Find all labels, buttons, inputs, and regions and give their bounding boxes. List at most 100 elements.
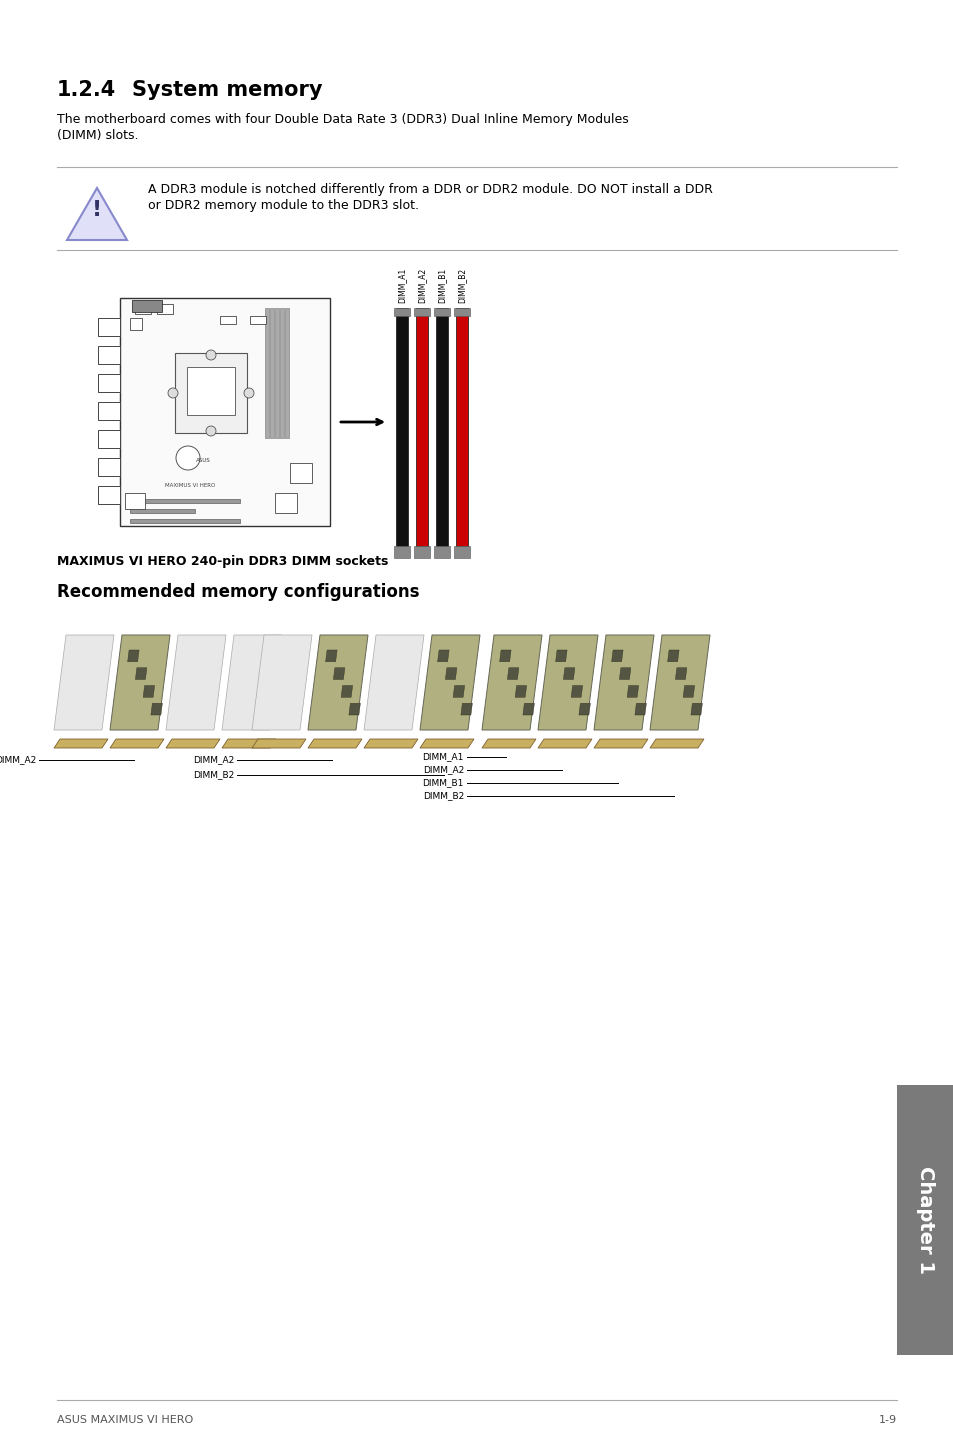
- Bar: [416, 308, 428, 546]
- Bar: [130, 499, 240, 503]
- Circle shape: [168, 388, 178, 398]
- Polygon shape: [635, 703, 646, 715]
- Bar: [395, 308, 408, 546]
- Bar: [250, 316, 266, 324]
- Polygon shape: [522, 703, 534, 715]
- Polygon shape: [135, 667, 147, 680]
- Text: DIMM_A2: DIMM_A2: [417, 267, 426, 303]
- Bar: [290, 463, 312, 483]
- Polygon shape: [143, 686, 154, 697]
- Polygon shape: [481, 636, 541, 731]
- Text: Recommended memory configurations: Recommended memory configurations: [57, 582, 419, 601]
- Text: DIMM_A1: DIMM_A1: [397, 267, 406, 303]
- Polygon shape: [325, 650, 336, 661]
- Bar: [274, 308, 278, 439]
- Text: or DDR2 memory module to the DDR3 slot.: or DDR2 memory module to the DDR3 slot.: [148, 198, 418, 211]
- Polygon shape: [67, 188, 127, 240]
- Polygon shape: [252, 636, 312, 731]
- Bar: [125, 493, 145, 509]
- Polygon shape: [437, 650, 449, 661]
- Text: 1-9: 1-9: [878, 1415, 896, 1425]
- Polygon shape: [594, 636, 654, 731]
- Bar: [280, 308, 284, 439]
- Polygon shape: [166, 739, 220, 748]
- Polygon shape: [507, 667, 518, 680]
- Polygon shape: [364, 739, 417, 748]
- Polygon shape: [341, 686, 353, 697]
- Bar: [394, 308, 410, 316]
- Polygon shape: [128, 650, 139, 661]
- Bar: [98, 374, 120, 393]
- Polygon shape: [563, 667, 575, 680]
- Bar: [130, 318, 142, 329]
- Polygon shape: [364, 636, 423, 731]
- Text: The motherboard comes with four Double Data Rate 3 (DDR3) Dual Inline Memory Mod: The motherboard comes with four Double D…: [57, 114, 628, 127]
- Text: 1.2.4: 1.2.4: [57, 81, 116, 101]
- Polygon shape: [349, 703, 360, 715]
- Bar: [454, 308, 470, 316]
- Polygon shape: [445, 667, 456, 680]
- Bar: [98, 430, 120, 449]
- Bar: [414, 308, 430, 316]
- Polygon shape: [252, 739, 306, 748]
- Bar: [896, 1086, 953, 1355]
- Bar: [174, 352, 247, 433]
- Text: (DIMM) slots.: (DIMM) slots.: [57, 129, 138, 142]
- Polygon shape: [594, 739, 647, 748]
- Polygon shape: [537, 739, 592, 748]
- Text: MAXIMUS VI HERO: MAXIMUS VI HERO: [165, 483, 215, 487]
- Polygon shape: [682, 686, 694, 697]
- Bar: [454, 546, 470, 558]
- Circle shape: [244, 388, 253, 398]
- Polygon shape: [481, 739, 536, 748]
- Text: ASUS MAXIMUS VI HERO: ASUS MAXIMUS VI HERO: [57, 1415, 193, 1425]
- Text: A DDR3 module is notched differently from a DDR or DDR2 module. DO NOT install a: A DDR3 module is notched differently fro…: [148, 183, 712, 196]
- Polygon shape: [419, 636, 479, 731]
- Bar: [130, 509, 194, 513]
- Polygon shape: [515, 686, 526, 697]
- Bar: [132, 301, 162, 312]
- Text: DIMM_A2: DIMM_A2: [193, 755, 233, 765]
- Polygon shape: [151, 703, 162, 715]
- Bar: [98, 457, 120, 476]
- Polygon shape: [571, 686, 582, 697]
- Polygon shape: [555, 650, 566, 661]
- Polygon shape: [667, 650, 679, 661]
- Text: Chapter 1: Chapter 1: [915, 1166, 934, 1274]
- Polygon shape: [611, 650, 622, 661]
- Bar: [270, 308, 274, 439]
- Polygon shape: [690, 703, 701, 715]
- Polygon shape: [222, 739, 275, 748]
- Polygon shape: [222, 636, 282, 731]
- Text: DIMM_B1: DIMM_B1: [422, 778, 463, 788]
- Polygon shape: [110, 739, 164, 748]
- Polygon shape: [649, 636, 709, 731]
- Polygon shape: [499, 650, 511, 661]
- Text: DIMM_A2: DIMM_A2: [0, 755, 36, 765]
- Polygon shape: [308, 739, 361, 748]
- Bar: [130, 519, 240, 523]
- Bar: [434, 308, 450, 316]
- Bar: [98, 318, 120, 336]
- Text: DIMM_B2: DIMM_B2: [422, 791, 463, 801]
- Polygon shape: [54, 739, 108, 748]
- Text: ASUS: ASUS: [195, 457, 211, 463]
- Bar: [265, 308, 269, 439]
- Polygon shape: [333, 667, 344, 680]
- Text: MAXIMUS VI HERO 240-pin DDR3 DIMM sockets: MAXIMUS VI HERO 240-pin DDR3 DIMM socket…: [57, 555, 388, 568]
- Text: DIMM_B1: DIMM_B1: [437, 267, 446, 303]
- Text: System memory: System memory: [132, 81, 322, 101]
- Bar: [274, 493, 296, 513]
- Bar: [135, 303, 151, 313]
- Polygon shape: [166, 636, 226, 731]
- Bar: [98, 403, 120, 420]
- Bar: [414, 546, 430, 558]
- Polygon shape: [110, 636, 170, 731]
- Text: DIMM_B2: DIMM_B2: [193, 771, 233, 779]
- Polygon shape: [419, 739, 474, 748]
- Text: DIMM_A1: DIMM_A1: [422, 752, 463, 762]
- Text: DIMM_A2: DIMM_A2: [422, 765, 463, 775]
- Polygon shape: [649, 739, 703, 748]
- Polygon shape: [453, 686, 464, 697]
- Bar: [285, 308, 289, 439]
